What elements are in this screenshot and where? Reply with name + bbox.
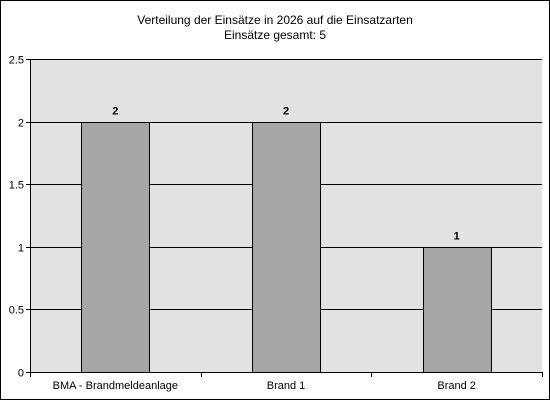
- chart-title: Verteilung der Einsätze in 2026 auf die …: [137, 13, 413, 27]
- data-label-1: 2: [283, 106, 289, 118]
- y-tick-label-2: 1: [18, 243, 24, 255]
- data-label-2: 1: [454, 231, 460, 243]
- y-tick-label-4: 2: [18, 118, 24, 130]
- y-tick-label-1: 0.5: [9, 305, 24, 317]
- bar-2: [423, 247, 492, 373]
- x-tick-label-0: BMA - Brandmeldeanlage: [53, 380, 178, 392]
- y-tick-label-0: 0: [18, 368, 24, 380]
- x-tick-label-2: Brand 2: [437, 380, 476, 392]
- y-tick-label-5: 2.5: [9, 55, 24, 67]
- y-tick-label-3: 1.5: [9, 180, 24, 192]
- chart-subtitle: Einsätze gesamt: 5: [223, 28, 327, 42]
- x-tick-label-1: Brand 1: [267, 380, 306, 392]
- data-label-0: 2: [112, 106, 118, 118]
- bar-1: [252, 122, 321, 373]
- bar-0: [81, 122, 150, 373]
